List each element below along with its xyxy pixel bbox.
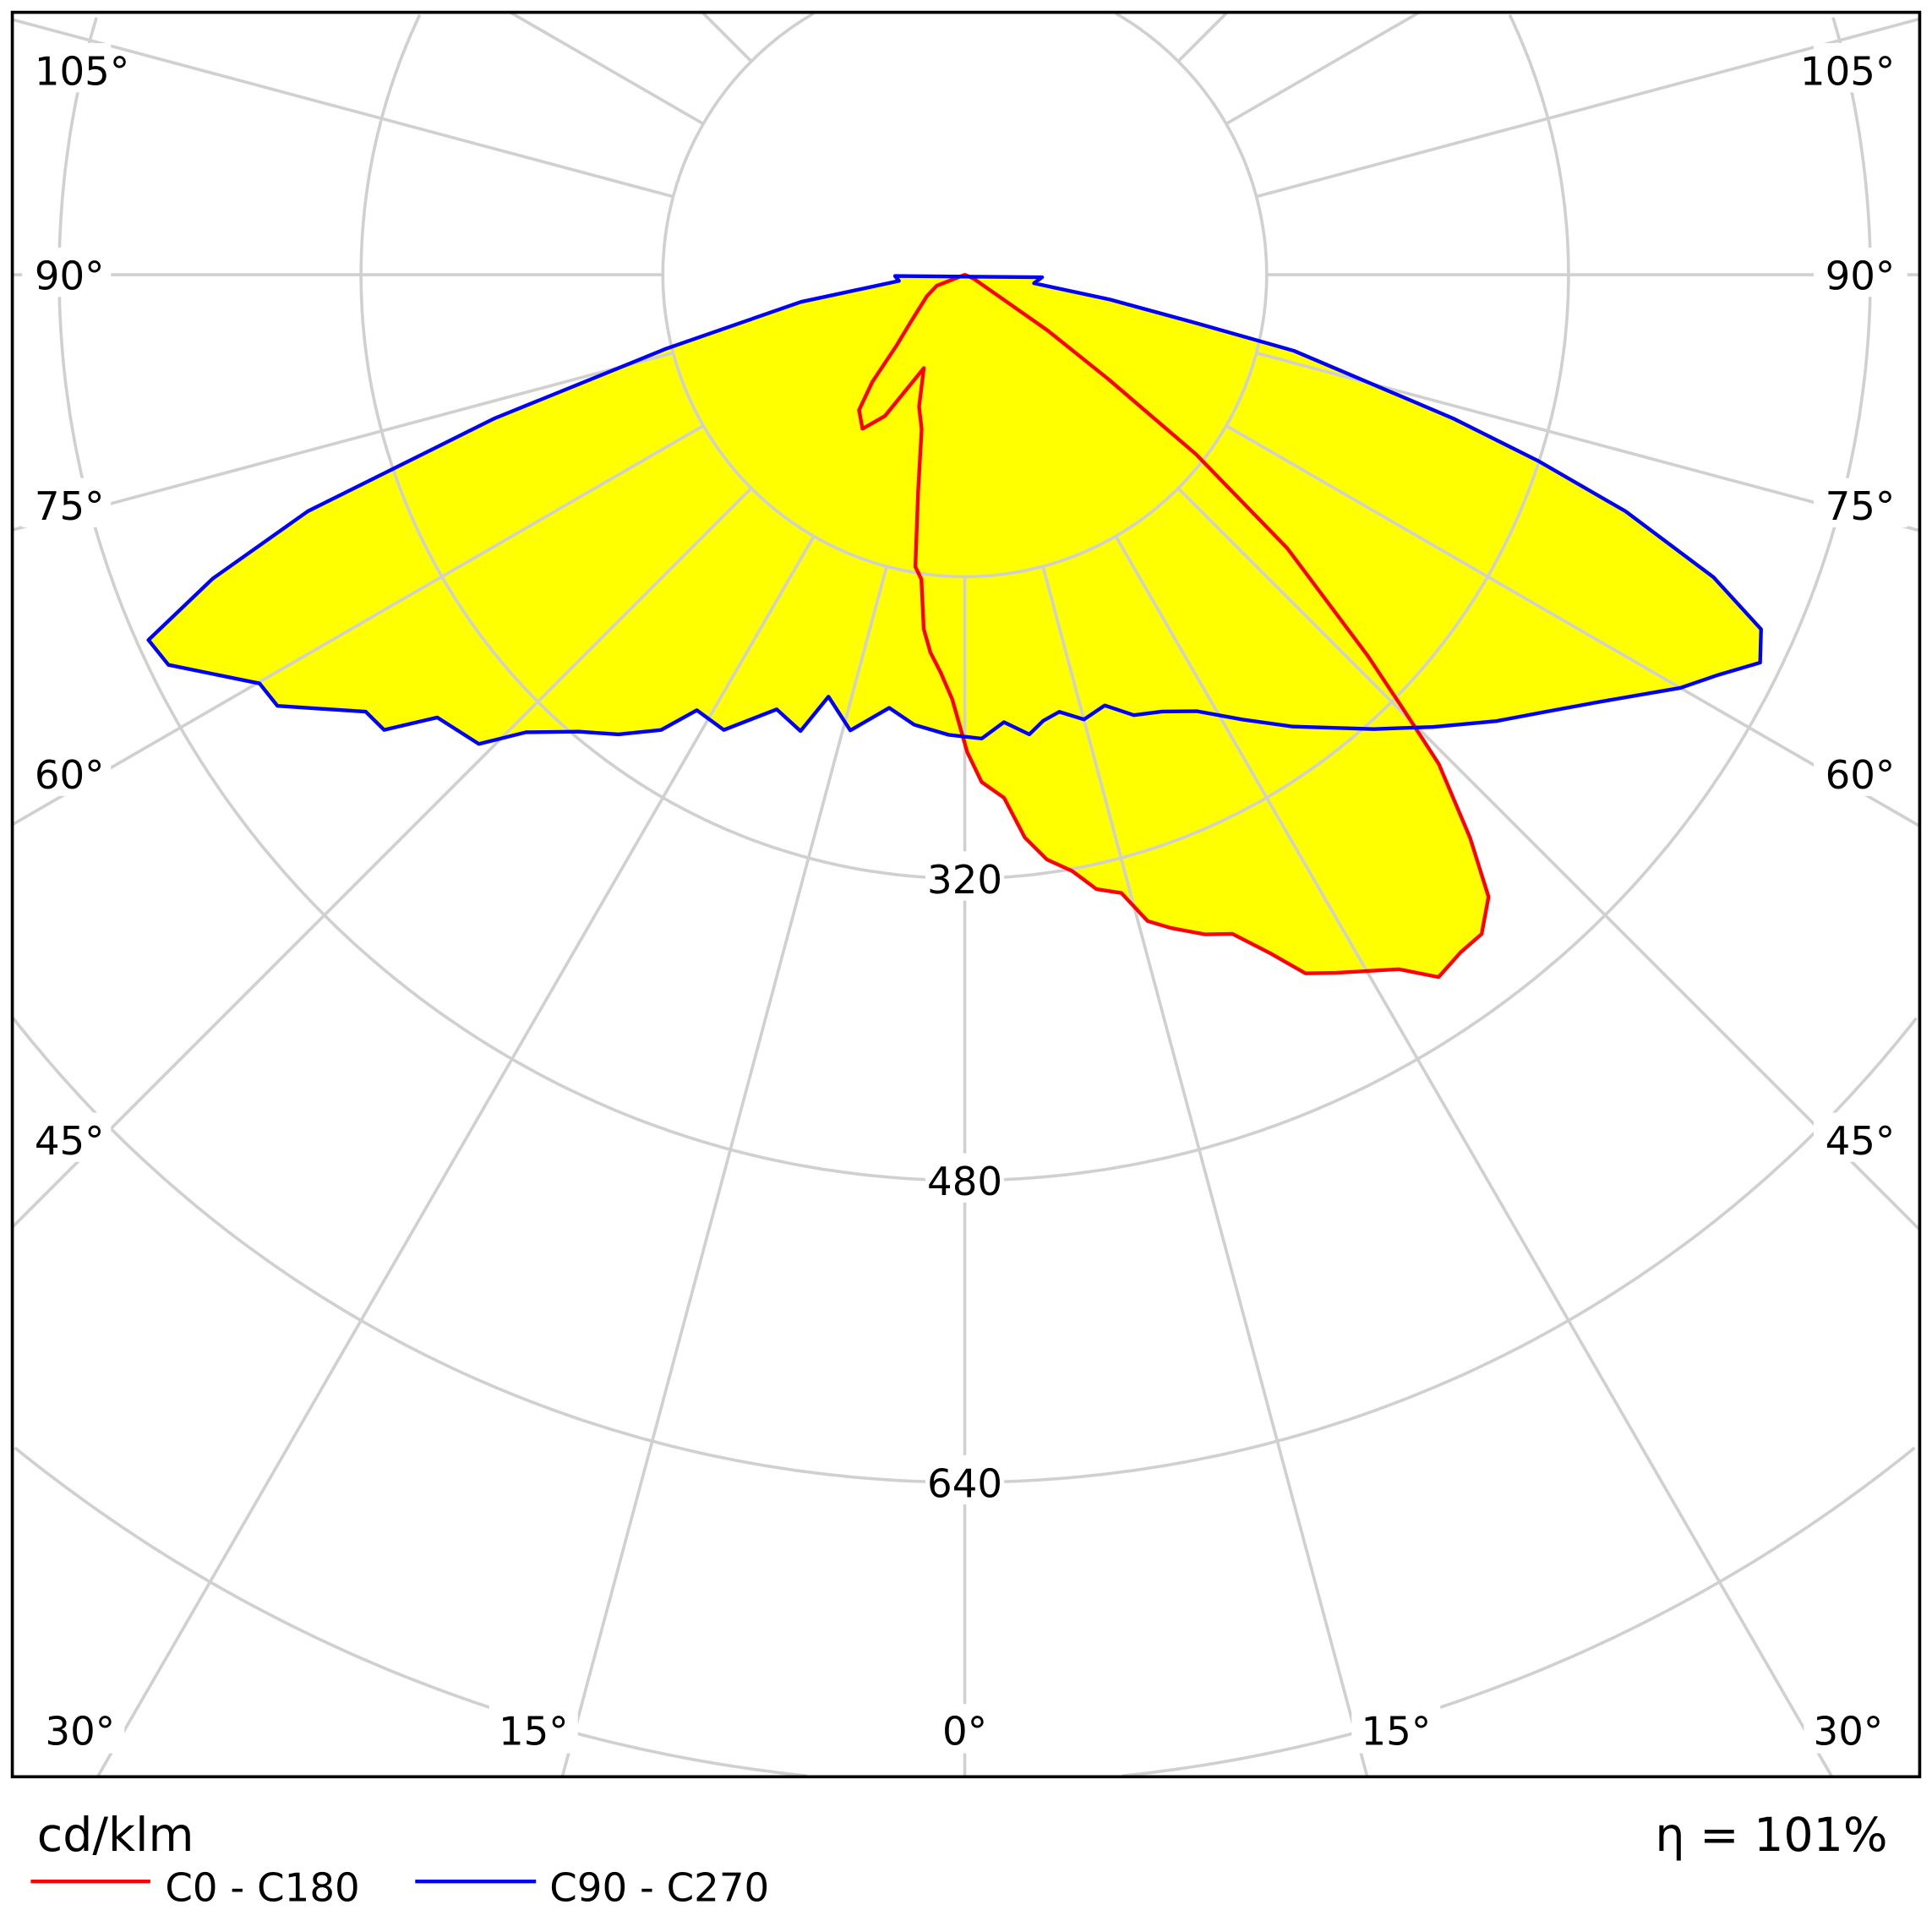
radial-label-bg (925, 1153, 1005, 1203)
angle-label-left: 60° (35, 753, 105, 799)
unit-label: cd/klm (37, 1809, 194, 1863)
angle-label-right: 90° (1826, 254, 1896, 300)
angle-label-bg (1814, 478, 1907, 527)
curve-series-1 (146, 274, 1763, 746)
grid-ring-800 (14, 1446, 1916, 1777)
angle-label-bottom: 0° (942, 1709, 987, 1755)
legend-label-c90-c270: C90 - C270 (549, 1866, 769, 1912)
radial-tick-label: 640 (927, 1461, 1002, 1507)
radial-tick-label: 320 (927, 858, 1002, 903)
light-distribution-fill (148, 275, 1761, 978)
angle-label-bottom: 30° (1814, 1709, 1884, 1755)
angle-label-bg (1804, 1704, 1893, 1754)
polar-grid (12, 12, 1920, 1777)
curves (146, 272, 1763, 980)
grid-spoke (12, 424, 705, 827)
grid-spoke (12, 351, 674, 532)
angle-label-bg (920, 1704, 1010, 1754)
angle-label-bg (1814, 746, 1907, 796)
tick-labels: 320 480 640 105° 90° 75° 60° 45° 105° 90° 75° 60° 45… (22, 43, 1907, 1755)
grid-spoke (12, 18, 674, 199)
grid-ring-640 (12, 1017, 1918, 1484)
angle-label-bottom: 15° (1361, 1709, 1431, 1755)
fill-series-1 (148, 276, 1761, 745)
angle-label-right: 105° (1800, 50, 1895, 96)
angle-label-bg (22, 43, 112, 93)
grid-spoke (1176, 487, 1920, 1231)
grid-spoke (1256, 17, 1920, 199)
angle-label-bg (1814, 1112, 1907, 1162)
angle-label-bottom: 30° (45, 1709, 115, 1755)
angle-label-bg (22, 248, 112, 297)
angle-label-left: 90° (35, 254, 105, 300)
grid-spoke (701, 12, 753, 63)
angle-label-bg (35, 1704, 125, 1754)
radial-label-bg (925, 851, 1005, 901)
angle-label-left: 75° (35, 484, 105, 530)
efficiency-label: η = 101% (1655, 1809, 1887, 1863)
grid-spoke (560, 565, 888, 1777)
angle-label-right: 75° (1826, 484, 1896, 530)
grid-spoke (1225, 12, 1421, 126)
angle-label-bg (22, 478, 112, 527)
grid-spoke (12, 487, 753, 1229)
grid-spoke (96, 535, 816, 1777)
angle-label-right: 45° (1826, 1119, 1896, 1165)
angle-label-bg (1351, 1704, 1441, 1754)
angle-label-bottom: 15° (499, 1709, 569, 1755)
grid-spoke (1041, 565, 1369, 1777)
grid-spoke (1176, 12, 1229, 63)
radial-label-bg (925, 1454, 1005, 1505)
grid-ring-320 (359, 14, 1570, 881)
chart-frame (10, 10, 1922, 1779)
angle-label-right: 60° (1826, 753, 1896, 799)
radial-tick-label: 480 (927, 1160, 1002, 1205)
curve-series-0 (857, 272, 1491, 980)
angle-label-bg (22, 1112, 112, 1162)
legend-label-c0-c180: C0 - C180 (165, 1866, 359, 1912)
grid-spoke (1225, 424, 1920, 828)
angle-label-bg (22, 746, 112, 796)
angle-label-bg (1814, 43, 1907, 93)
grid-spoke (509, 12, 705, 126)
angle-label-bg (488, 1704, 578, 1754)
angle-label-left: 45° (35, 1119, 105, 1165)
angle-label-left: 105° (35, 50, 129, 96)
angle-label-bg (1814, 248, 1907, 297)
grid-spoke (1114, 535, 1834, 1777)
